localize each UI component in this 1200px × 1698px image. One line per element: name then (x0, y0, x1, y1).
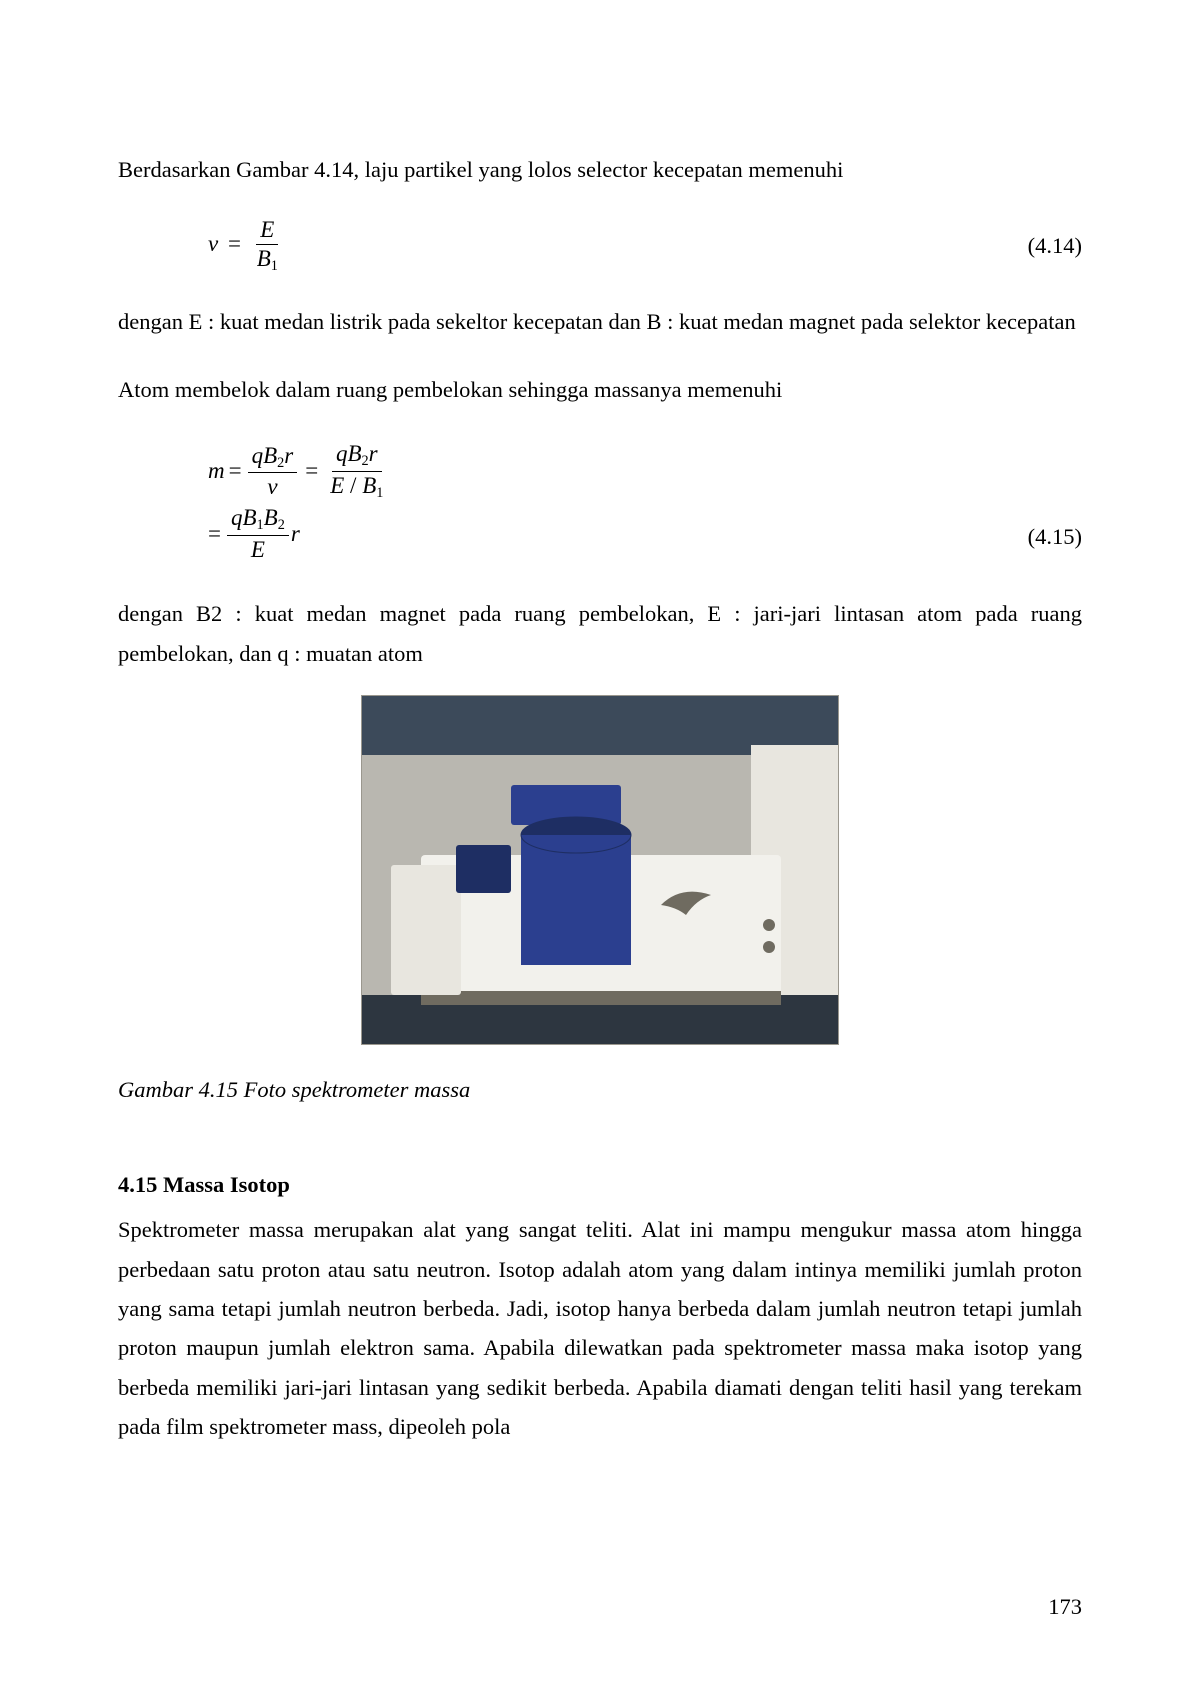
eq415-frac3-num: qB1B2 (227, 505, 289, 536)
figure-4-15-caption: Gambar 4.15 Foto spektrometer massa (118, 1070, 1082, 1109)
eq415-f1-B: B (263, 443, 277, 468)
eq415-f1-q: q (252, 443, 264, 468)
equation-4-15-number: (4.15) (1028, 517, 1082, 556)
eq415-line2: = qB1B2 E r (208, 505, 389, 562)
eq415-l2-B2: B (264, 505, 278, 530)
section-body-4-15: Spektrometer massa merupakan alat yang s… (118, 1210, 1082, 1446)
eq415-f2-E: E (330, 473, 344, 498)
eq415-f2-B2: B (362, 473, 376, 498)
eq415-frac3: qB1B2 E (227, 505, 289, 562)
page-number: 173 (1048, 1587, 1082, 1626)
eq415-eq3: = (208, 517, 221, 552)
eq414-den-base: B (257, 246, 271, 271)
eq415-f2-q: q (336, 441, 348, 466)
eq414-equals: = (228, 231, 241, 256)
eq415-line1: m = qB2r v = qB2r E / B1 (208, 441, 389, 501)
eq415-trail-r: r (291, 517, 300, 552)
eq414-numerator: E (256, 217, 278, 244)
intro-paragraph-1: Berdasarkan Gambar 4.14, laju partikel y… (118, 150, 1082, 189)
eq415-f2-B: B (347, 441, 361, 466)
eq414-lhs: v (208, 231, 218, 256)
eq415-f1-r: r (284, 443, 293, 468)
eq415-eq2: = (305, 454, 318, 489)
eq415-frac1: qB2r v (248, 443, 298, 500)
equation-4-14-expression: v = E B1 (208, 217, 284, 274)
eq414-denominator: B1 (253, 245, 282, 275)
paragraph-4: dengan B2 : kuat medan magnet pada ruang… (118, 594, 1082, 673)
eq415-frac2: qB2r E / B1 (326, 441, 387, 501)
eq414-fraction: E B1 (253, 217, 282, 274)
equation-4-14-number: (4.14) (1028, 226, 1082, 265)
paragraph-2: dengan E : kuat medan listrik pada sekel… (118, 302, 1082, 341)
paragraph-3: Atom membelok dalam ruang pembelokan seh… (118, 370, 1082, 409)
eq415-frac2-num: qB2r (332, 441, 382, 472)
eq415-eq1: = (229, 454, 242, 489)
eq415-f2-r: r (369, 441, 378, 466)
eq415-l2-B1: B (242, 505, 256, 530)
spectrometer-image (361, 695, 839, 1045)
eq415-frac2-den: E / B1 (326, 472, 387, 502)
eq415-f2-slash: / (344, 473, 362, 498)
figure-4-15 (118, 695, 1082, 1057)
eq415-f2-sub: 2 (362, 453, 369, 469)
eq415-f2-sub2: 1 (376, 485, 383, 501)
eq415-frac3-den: E (247, 536, 269, 562)
equation-4-15-expression: m = qB2r v = qB2r E / B1 = (208, 437, 389, 566)
eq415-frac1-num: qB2r (248, 443, 298, 474)
equation-4-14: v = E B1 (4.14) (118, 217, 1082, 274)
eq415-frac1-den: v (263, 473, 281, 499)
section-heading-4-15: 4.15 Massa Isotop (118, 1165, 1082, 1204)
eq415-l2-s2: 2 (278, 517, 285, 533)
equation-4-15: m = qB2r v = qB2r E / B1 = (118, 437, 1082, 566)
eq414-den-sub: 1 (271, 258, 278, 274)
eq415-l2-s1: 1 (257, 517, 264, 533)
eq415-l2-q: q (231, 505, 243, 530)
eq415-m: m (208, 454, 225, 489)
